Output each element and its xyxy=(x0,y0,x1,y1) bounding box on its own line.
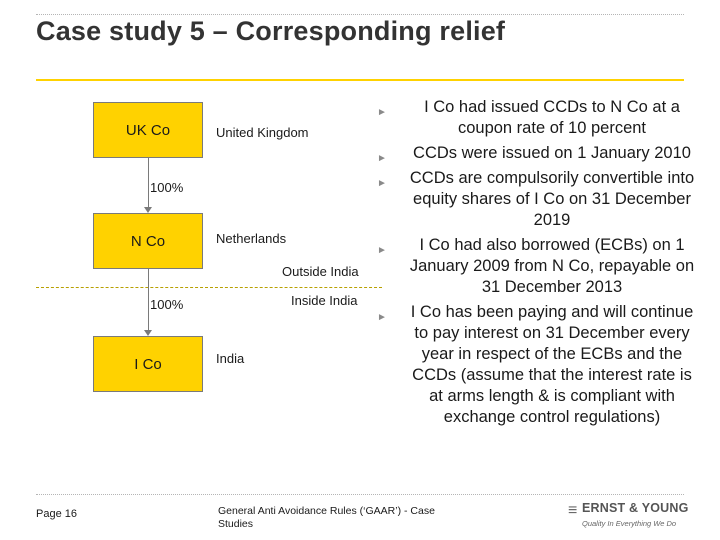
page-number: Page 16 xyxy=(36,508,77,520)
boundary-label-inside: Inside India xyxy=(291,293,358,308)
country-label-uk: United Kingdom xyxy=(216,125,309,140)
facts-list: ► I Co had issued CCDs to N Co at a coupo… xyxy=(377,97,695,432)
entity-box-n-co: N Co xyxy=(93,213,203,269)
footer-text: General Anti Avoidance Rules (‘GAAR’) - … xyxy=(218,505,435,530)
list-item: ► I Co has been paying and will continue … xyxy=(377,302,695,428)
arrow-down-icon xyxy=(144,207,152,213)
bullet-text: CCDs are compulsorily convertible into e… xyxy=(409,169,695,229)
country-label-netherlands: Netherlands xyxy=(216,231,287,246)
bullet-text: I Co has been paying and will continue t… xyxy=(410,303,694,426)
list-item: ► I Co had issued CCDs to N Co at a coupo… xyxy=(377,97,695,139)
top-divider xyxy=(36,14,684,15)
arrow-down-icon xyxy=(144,330,152,336)
ernst-young-logo: ≡ ERNST & YOUNG Quality In Everything We… xyxy=(566,499,696,533)
entity-box-uk-co: UK Co xyxy=(93,102,203,158)
title-underline xyxy=(36,79,684,81)
entity-name: N Co xyxy=(130,232,166,250)
triangle-bullet-icon: ► xyxy=(377,312,387,323)
logo-tagline: Quality In Everything We Do xyxy=(582,519,677,528)
bullet-text: I Co had issued CCDs to N Co at a coupon… xyxy=(424,98,680,137)
entity-name: I Co xyxy=(134,355,162,373)
logo-mark-icon: ≡ xyxy=(568,502,578,519)
list-item: ► CCDs are compulsorily convertible into … xyxy=(377,168,695,231)
footer-divider xyxy=(36,494,684,495)
country-label-india: India xyxy=(216,351,245,366)
boundary-label-outside: Outside India xyxy=(282,264,359,279)
ownership-line-1 xyxy=(148,158,149,210)
bullet-text: I Co had also borrowed (ECBs) on 1 Janua… xyxy=(409,236,695,296)
triangle-bullet-icon: ► xyxy=(377,245,387,256)
triangle-bullet-icon: ► xyxy=(377,107,387,118)
list-item: ► I Co had also borrowed (ECBs) on 1 Janu… xyxy=(377,235,695,298)
india-boundary-line xyxy=(36,287,382,288)
ownership-percent-1: 100% xyxy=(150,180,184,195)
entity-name: UK Co xyxy=(125,121,171,139)
triangle-bullet-icon: ► xyxy=(377,153,387,164)
ownership-line-2 xyxy=(148,269,149,333)
bullet-text: CCDs were issued on 1 January 2010 xyxy=(413,144,691,162)
entity-box-i-co: I Co xyxy=(93,336,203,392)
logo-name: ERNST & YOUNG xyxy=(582,501,689,515)
triangle-bullet-icon: ► xyxy=(377,178,387,189)
list-item: ► CCDs were issued on 1 January 2010 xyxy=(377,143,695,164)
ownership-percent-2: 100% xyxy=(150,297,184,312)
slide-title: Case study 5 – Corresponding relief xyxy=(36,16,506,46)
